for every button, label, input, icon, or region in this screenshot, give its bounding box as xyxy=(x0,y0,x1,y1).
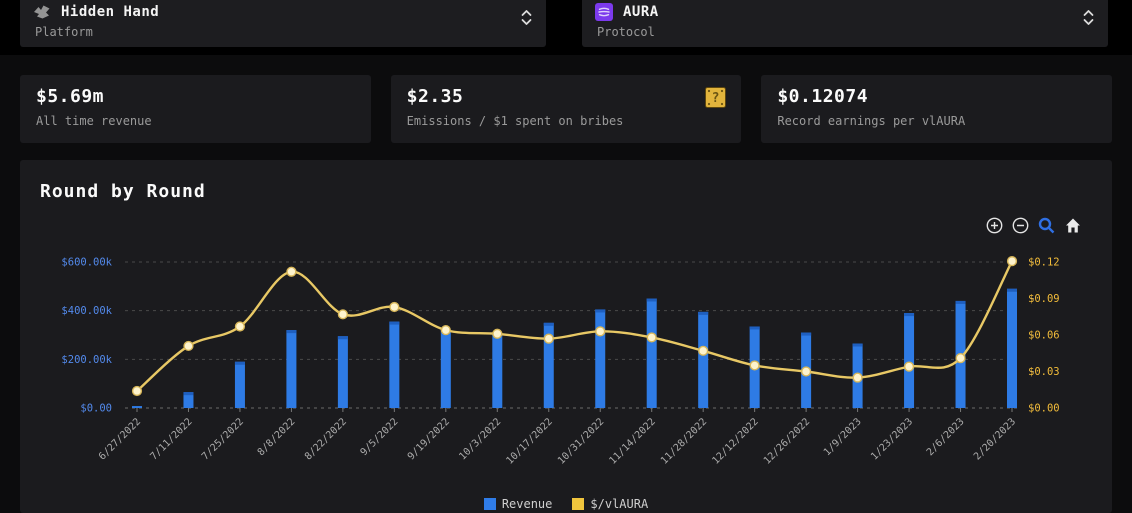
svg-text:11/28/2022: 11/28/2022 xyxy=(659,416,709,466)
stat-value: $0.12074 xyxy=(777,86,869,107)
legend-label-vlaura: $/vlAURA xyxy=(590,497,649,511)
svg-text:11/14/2022: 11/14/2022 xyxy=(607,416,657,466)
protocol-selector-current: AURA xyxy=(595,2,1094,22)
legend-swatch-revenue xyxy=(483,498,496,510)
hidden-hand-logo-icon xyxy=(33,3,51,21)
legend-item-revenue[interactable]: Revenue xyxy=(483,497,553,511)
stat-value: $5.69m xyxy=(36,86,105,107)
protocol-selector-value: AURA xyxy=(623,4,659,20)
svg-text:7/25/2022: 7/25/2022 xyxy=(200,416,246,462)
legend-label-revenue: Revenue xyxy=(501,497,553,511)
platform-selector-label: Platform xyxy=(35,25,93,39)
svg-text:10/31/2022: 10/31/2022 xyxy=(556,416,606,466)
platform-selector-value: Hidden Hand xyxy=(61,4,160,20)
svg-text:2/6/2023: 2/6/2023 xyxy=(925,416,967,458)
platform-selector-current: Hidden Hand xyxy=(33,2,532,22)
legend-item-vlaura[interactable]: $/vlAURA xyxy=(572,497,648,511)
chart-legend: Revenue $/vlAURA xyxy=(20,497,1112,511)
stat-card-all-time-revenue: $5.69m All time revenue xyxy=(20,75,371,143)
svg-text:$0.00: $0.00 xyxy=(1028,403,1060,415)
home-icon[interactable] xyxy=(1063,216,1082,235)
stat-label: Record earnings per vlAURA xyxy=(777,114,966,128)
aura-logo-icon xyxy=(595,3,613,21)
svg-text:$0.00: $0.00 xyxy=(80,403,112,415)
svg-text:$400.00k: $400.00k xyxy=(61,305,112,317)
svg-text:7/11/2022: 7/11/2022 xyxy=(148,416,194,462)
stat-card-record-earnings: $0.12074 Record earnings per vlAURA xyxy=(761,75,1113,143)
svg-text:8/22/2022: 8/22/2022 xyxy=(303,416,349,462)
legend-swatch-vlaura xyxy=(572,498,585,510)
svg-text:6/27/2022: 6/27/2022 xyxy=(97,416,143,462)
svg-text:$0.09: $0.09 xyxy=(1028,293,1060,305)
svg-text:$600.00k: $600.00k xyxy=(61,257,112,269)
svg-text:10/3/2022: 10/3/2022 xyxy=(457,416,503,462)
svg-text:2/20/2023: 2/20/2023 xyxy=(972,416,1018,462)
stat-card-emissions-per-dollar: $2.35 Emissions / $1 spent on bribes ? xyxy=(390,75,742,143)
svg-text:1/23/2023: 1/23/2023 xyxy=(869,416,915,462)
stat-label: Emissions / $1 spent on bribes xyxy=(406,114,624,128)
stat-label: All time revenue xyxy=(36,114,152,128)
chevron-up-down-icon[interactable] xyxy=(520,9,533,30)
svg-text:$0.06: $0.06 xyxy=(1028,330,1060,342)
svg-text:9/5/2022: 9/5/2022 xyxy=(359,416,401,458)
svg-text:8/8/2022: 8/8/2022 xyxy=(256,416,298,458)
selector-row: Hidden Hand Platform AURA Protocol xyxy=(0,0,1132,55)
round-by-round-card: Round by Round $0.00 $200.00k $400.00k $600… xyxy=(20,160,1112,513)
svg-text:$0.03: $0.03 xyxy=(1028,366,1060,378)
svg-text:1/9/2023: 1/9/2023 xyxy=(822,416,864,458)
stats-row: $5.69m All time revenue $2.35 Emissions … xyxy=(0,55,1132,143)
chart-toolbar xyxy=(985,216,1082,235)
svg-text:12/26/2022: 12/26/2022 xyxy=(762,416,812,466)
svg-text:9/19/2022: 9/19/2022 xyxy=(406,416,452,462)
svg-text:12/12/2022: 12/12/2022 xyxy=(710,416,760,466)
svg-text:$200.00k: $200.00k xyxy=(61,354,112,366)
svg-text:$0.12: $0.12 xyxy=(1028,257,1060,269)
zoom-in-icon[interactable] xyxy=(985,216,1004,235)
stat-value: $2.35 xyxy=(406,86,464,107)
svg-text:10/17/2022: 10/17/2022 xyxy=(505,416,555,466)
chevron-up-down-icon[interactable] xyxy=(1082,9,1095,30)
box-zoom-icon[interactable] xyxy=(1037,216,1056,235)
svg-text:?: ? xyxy=(712,91,720,106)
protocol-selector-label: Protocol xyxy=(597,25,655,39)
revenue-vlaura-chart[interactable]: $0.00 $200.00k $400.00k $600.00k $0.00 $0.03 $… xyxy=(20,246,1112,496)
platform-selector[interactable]: Hidden Hand Platform xyxy=(20,0,546,47)
question-block-icon[interactable]: ? xyxy=(705,87,727,112)
zoom-out-icon[interactable] xyxy=(1011,216,1030,235)
protocol-selector[interactable]: AURA Protocol xyxy=(582,0,1108,47)
chart-title: Round by Round xyxy=(40,181,206,202)
